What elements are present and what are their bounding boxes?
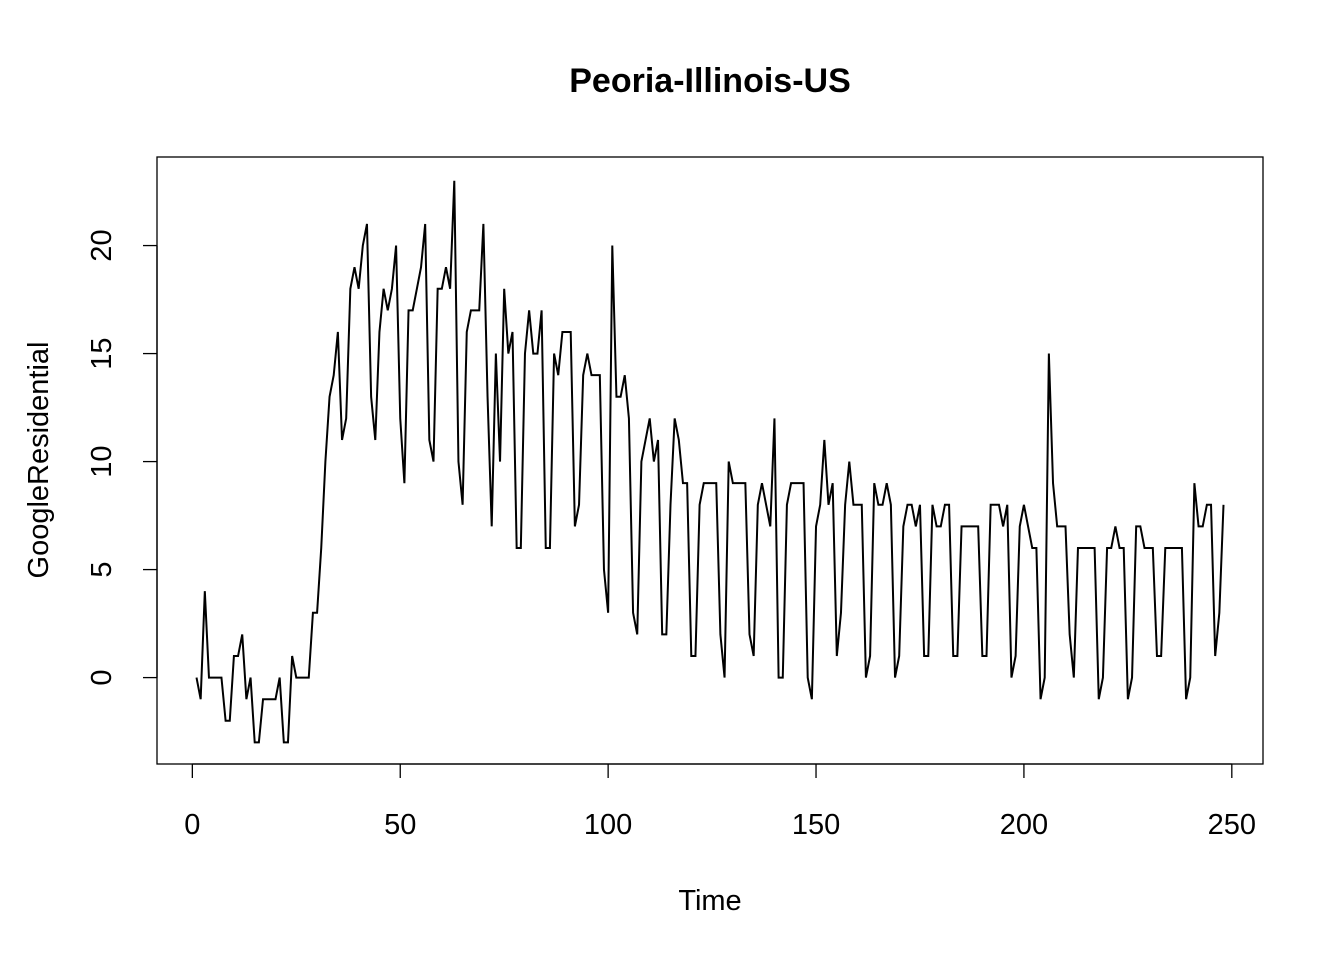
y-tick-label-3: 15 bbox=[86, 337, 118, 369]
x-axis-label: Time bbox=[678, 885, 741, 917]
chart-title: Peoria-Illinois-US bbox=[569, 62, 851, 100]
x-tick-label-2: 100 bbox=[584, 809, 632, 841]
series-layer bbox=[195, 180, 1225, 744]
x-tick-label-1: 50 bbox=[384, 809, 416, 841]
x-tick-label-0: 0 bbox=[184, 809, 200, 841]
x-tick-label-5: 250 bbox=[1208, 809, 1256, 841]
x-tick-label-3: 150 bbox=[792, 809, 840, 841]
y-tick-label-4: 20 bbox=[86, 229, 118, 261]
y-tick-label-2: 10 bbox=[86, 445, 118, 477]
x-tick-label-4: 200 bbox=[1000, 809, 1048, 841]
y-tick-label-1: 5 bbox=[86, 562, 118, 578]
y-tick-label-0: 0 bbox=[86, 670, 118, 686]
series-line-0 bbox=[195, 180, 1225, 744]
x-axis: 0 50 100 150 200 250 bbox=[184, 763, 1256, 841]
y-axis: 0 5 10 15 20 bbox=[86, 229, 158, 686]
y-axis-label: GoogleResidential bbox=[23, 342, 55, 579]
